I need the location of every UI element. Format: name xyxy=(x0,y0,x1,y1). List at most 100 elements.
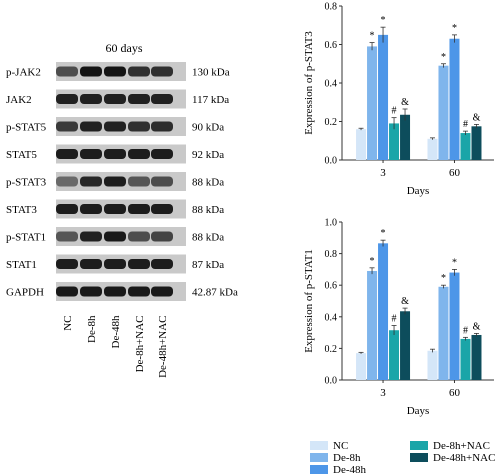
bar xyxy=(427,350,438,380)
blot-band xyxy=(151,66,173,77)
blot-row-label: STAT3 xyxy=(6,204,37,216)
y-axis-label: Expression of p-STAT1 xyxy=(303,249,315,353)
legend-label: De-8h+NAC xyxy=(433,440,490,452)
y-axis-label: Expression of p-STAT3 xyxy=(303,31,315,135)
blot-row: GAPDH 42.87 kDa xyxy=(6,282,238,301)
blot-kda-label: 92 kDa xyxy=(192,149,224,161)
blot-band xyxy=(56,286,78,297)
blot-row: p-STAT5 90 kDa xyxy=(6,117,224,136)
blot-title: 60 days xyxy=(106,41,143,55)
blot-kda-label: 88 kDa xyxy=(192,232,224,244)
blot-band xyxy=(104,259,126,269)
blot-band xyxy=(80,94,102,104)
blot-band xyxy=(56,231,78,242)
legend-swatch xyxy=(410,441,428,450)
blot-kda-label: 117 kDa xyxy=(192,94,229,106)
blot-kda-label: 42.87 kDa xyxy=(192,287,238,299)
y-tick-label: 0.6 xyxy=(325,281,338,292)
blot-row-label: p-STAT5 xyxy=(6,122,47,134)
blot-band xyxy=(80,149,102,159)
bar xyxy=(449,272,460,380)
bar xyxy=(389,330,400,380)
bar xyxy=(471,334,482,380)
blot-row: STAT1 87 kDa xyxy=(6,254,224,274)
blot-band xyxy=(56,149,78,159)
blot-band xyxy=(128,231,150,242)
legend-label: NC xyxy=(333,440,348,452)
blot-lane-label: De-8h+NAC xyxy=(134,316,146,373)
significance-mark: * xyxy=(370,31,375,42)
bar xyxy=(367,46,378,160)
blot-band xyxy=(151,149,173,159)
significance-mark: * xyxy=(452,257,457,268)
blot-band xyxy=(104,94,126,104)
blot-band xyxy=(128,149,150,159)
bar xyxy=(438,286,449,380)
blot-kda-label: 90 kDa xyxy=(192,122,224,134)
x-tick-label: 60 xyxy=(449,387,461,399)
blot-row-label: GAPDH xyxy=(6,287,44,299)
y-tick-label: 0.2 xyxy=(325,344,338,355)
legend-swatch xyxy=(410,453,428,462)
bar xyxy=(438,65,449,160)
blot-band xyxy=(56,121,78,132)
blot-row-label: p-STAT1 xyxy=(6,232,46,244)
blot-row: STAT3 88 kDa xyxy=(6,199,224,219)
significance-mark: * xyxy=(381,228,386,239)
blot-row: JAK2 117 kDa xyxy=(6,89,229,109)
significance-mark: # xyxy=(463,119,468,130)
blot-kda-label: 87 kDa xyxy=(192,259,224,271)
legend-label: De-48h+NAC xyxy=(433,452,495,464)
blot-kda-label: 88 kDa xyxy=(192,177,224,189)
x-axis-label: Days xyxy=(407,405,430,417)
blot-band xyxy=(128,204,150,214)
blot-lane-label: De-8h xyxy=(86,315,98,343)
bar xyxy=(389,123,400,160)
significance-mark: * xyxy=(370,256,375,267)
significance-mark: * xyxy=(441,273,446,284)
blot-band xyxy=(104,286,126,297)
blot-band xyxy=(56,66,78,77)
y-tick-label: 0.8 xyxy=(325,2,338,13)
x-tick-label: 60 xyxy=(449,167,461,179)
p-stat1-bar-chart: 0.0 0.2 0.4 0.6 0.8 1.0 Expression of p-STAT1 3… xyxy=(303,218,494,417)
blot-band xyxy=(128,286,150,297)
significance-mark: & xyxy=(401,97,409,108)
legend-swatch xyxy=(310,465,328,474)
axes: 0.0 0.2 0.4 0.6 0.8 1.0 Expression of p-STAT1 3… xyxy=(303,218,494,417)
blot-row-label: STAT1 xyxy=(6,259,37,271)
blot-band xyxy=(151,259,173,269)
western-blot-panel: 60 days p-JAK2 130 kDa JAK2 117 kDa p-STAT5 9… xyxy=(6,41,238,378)
legend-label: De-48h xyxy=(333,464,366,476)
y-tick-label: 0.4 xyxy=(325,79,338,90)
blot-band xyxy=(151,231,173,242)
blot-lane-label: De-48h+NAC xyxy=(157,316,169,378)
blot-band xyxy=(104,204,126,214)
blot-row-label: p-JAK2 xyxy=(6,67,41,79)
significance-mark: & xyxy=(401,296,409,307)
significance-mark: # xyxy=(392,313,397,324)
blot-lane-label: NC xyxy=(62,316,74,331)
blot-band xyxy=(80,121,102,132)
legend-item: De-48h+NAC xyxy=(410,452,495,464)
x-tick-label: 3 xyxy=(380,167,386,179)
y-tick-label: 0.8 xyxy=(325,249,338,260)
bar xyxy=(471,126,482,160)
bar xyxy=(367,270,378,380)
blot-band xyxy=(80,286,102,297)
bar xyxy=(356,353,367,380)
blot-band xyxy=(128,94,150,104)
significance-mark: * xyxy=(452,23,457,34)
blot-band xyxy=(151,176,173,187)
significance-mark: # xyxy=(392,106,397,117)
bar xyxy=(460,133,471,160)
blot-kda-label: 130 kDa xyxy=(192,67,230,79)
blot-band xyxy=(104,176,126,187)
blot-band xyxy=(80,204,102,214)
bar xyxy=(460,338,471,380)
significance-mark: & xyxy=(473,112,481,123)
significance-mark: * xyxy=(441,52,446,63)
blot-band xyxy=(128,66,150,77)
bar xyxy=(400,114,411,160)
blot-band xyxy=(80,259,102,269)
